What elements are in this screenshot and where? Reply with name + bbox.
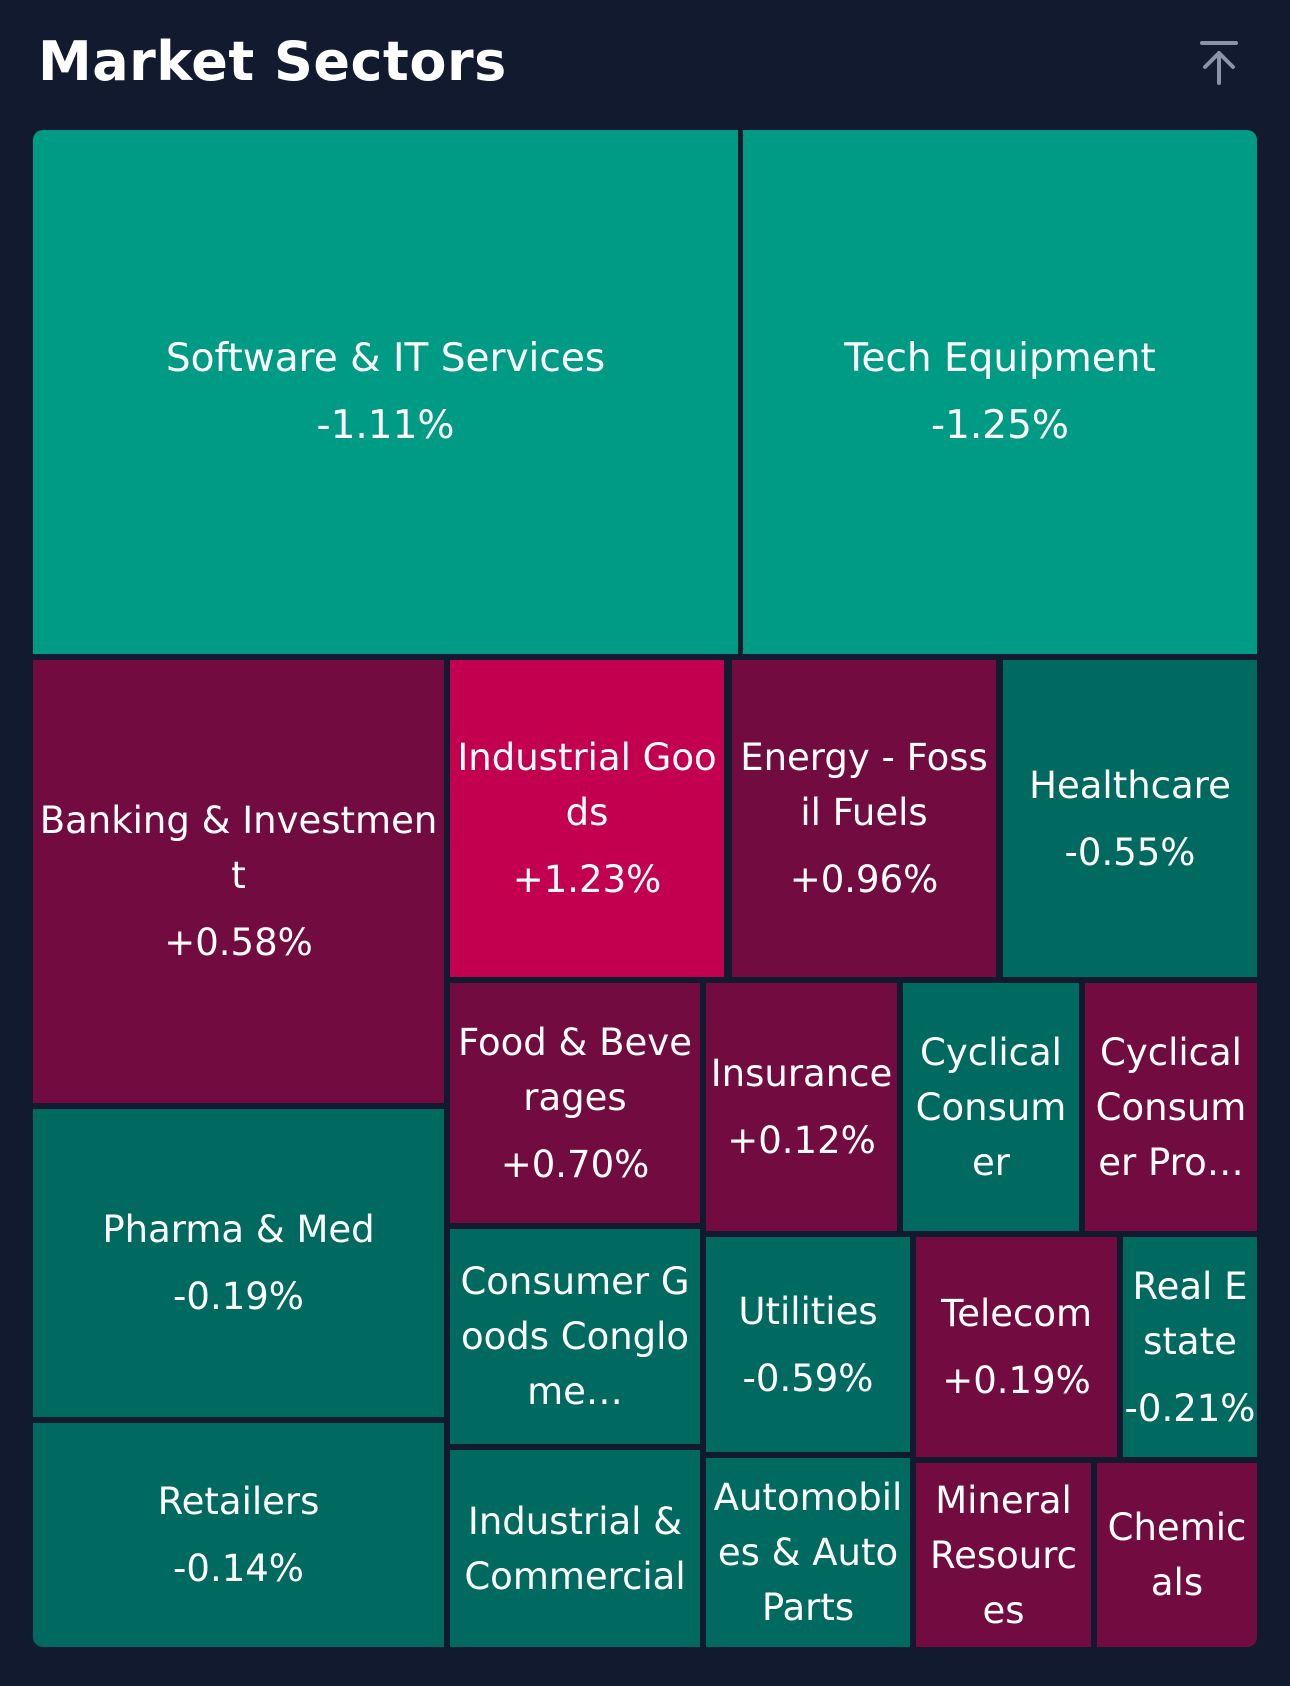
sector-change: -0.59% [742, 1356, 874, 1400]
sector-label: Food & Beverages [458, 1020, 692, 1119]
sector-label: Retailers [157, 1480, 320, 1523]
sector-label: Healthcare [1029, 763, 1231, 807]
sector-tile[interactable]: Mineral Resources [916, 1463, 1091, 1647]
sector-label: Cyclical Consumer [915, 1030, 1067, 1184]
sector-tile[interactable]: Banking & Investment +0.58% [33, 660, 444, 1103]
sector-treemap: Software & IT Services -1.11% Tech Equipme… [33, 130, 1257, 1647]
sector-change: -0.19% [173, 1275, 304, 1318]
sector-tile[interactable]: Cyclical Consumer [903, 983, 1079, 1231]
page-title: Market Sectors [38, 30, 507, 93]
sector-change: -0.14% [173, 1547, 304, 1590]
sector-tile[interactable]: Cyclical Consumer Pro… [1085, 983, 1257, 1231]
sector-tile[interactable]: Automobiles & Auto Parts [706, 1458, 910, 1647]
sector-tile[interactable]: Industrial & Commercial [450, 1450, 700, 1647]
sector-change: +0.96% [789, 858, 939, 901]
sector-tile[interactable]: Healthcare -0.55% [1003, 660, 1257, 977]
sector-tile[interactable]: Consumer Goods Conglome… [450, 1229, 700, 1444]
sector-label: Industrial & Commercial [464, 1499, 686, 1598]
sector-tile[interactable]: Insurance +0.12% [706, 983, 897, 1231]
sector-tile[interactable]: Retailers -0.14% [33, 1423, 444, 1647]
sector-tile[interactable]: Pharma & Med -0.19% [33, 1109, 444, 1417]
sector-tile[interactable]: Tech Equipment -1.25% [743, 130, 1257, 654]
sector-label: Utilities [738, 1289, 878, 1333]
sector-tile[interactable]: Industrial Goods +1.23% [450, 660, 724, 977]
sector-change: -1.11% [316, 403, 455, 448]
sector-tile[interactable]: Real Estate -0.21% [1123, 1237, 1257, 1457]
sector-label: Cyclical Consumer Pro… [1095, 1030, 1247, 1184]
sector-label: Chemicals [1107, 1506, 1247, 1604]
sector-label: Energy - Fossil Fuels [740, 736, 988, 834]
sector-label: Software & IT Services [165, 336, 606, 381]
back-to-top-button[interactable] [1186, 30, 1252, 96]
sector-label: Pharma & Med [102, 1208, 375, 1251]
sector-label: Tech Equipment [844, 336, 1156, 381]
sector-label: Automobiles & Auto Parts [713, 1476, 903, 1629]
arrow-up-to-line-icon [1200, 41, 1238, 85]
sector-label: Mineral Resources [930, 1478, 1077, 1632]
sector-change: +0.58% [164, 921, 313, 964]
sector-label: Real Estate [1132, 1264, 1248, 1363]
sector-label: Industrial Goods [457, 736, 717, 834]
sector-label: Banking & Investment [39, 799, 438, 897]
sector-change: +1.23% [512, 858, 662, 901]
sector-tile[interactable]: Food & Beverages +0.70% [450, 983, 700, 1223]
sector-tile[interactable]: Chemicals [1097, 1463, 1257, 1647]
sector-label: Telecom [940, 1292, 1093, 1335]
sector-change: -0.21% [1124, 1386, 1256, 1430]
sector-change: +0.19% [942, 1359, 1091, 1402]
sector-tile[interactable]: Utilities -0.59% [706, 1237, 910, 1452]
sector-tile[interactable]: Telecom +0.19% [916, 1237, 1117, 1457]
sector-label: Insurance [710, 1052, 893, 1095]
sector-change: -1.25% [931, 403, 1069, 448]
sector-label: Consumer Goods Conglome… [460, 1260, 690, 1413]
sector-tile[interactable]: Software & IT Services -1.11% [33, 130, 738, 654]
sector-change: +0.12% [727, 1119, 876, 1162]
sector-change: +0.70% [500, 1142, 650, 1186]
sector-tile[interactable]: Energy - Fossil Fuels +0.96% [732, 660, 996, 977]
sector-change: -0.55% [1064, 830, 1196, 874]
